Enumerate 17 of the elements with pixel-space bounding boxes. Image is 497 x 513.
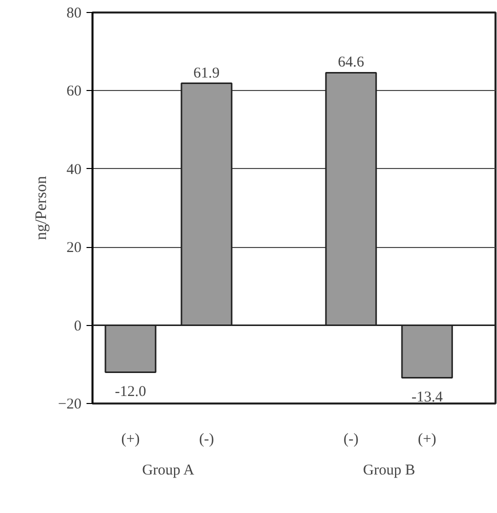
y-tick-label: 80 xyxy=(66,6,82,22)
y-tick-label: −20 xyxy=(58,396,82,412)
data-label: 64.6 xyxy=(338,54,365,71)
data-label: -12.0 xyxy=(114,384,146,400)
y-tick-label: 60 xyxy=(66,84,82,100)
y-tick-label: 20 xyxy=(66,240,82,256)
data-label: 61.9 xyxy=(193,65,220,82)
text: Group A xyxy=(142,462,194,478)
y-axis-title: ng/Person xyxy=(33,176,50,240)
text: Group B xyxy=(363,462,416,478)
data-label: -13.4 xyxy=(411,390,444,406)
x-tick-label: (-) xyxy=(199,432,214,448)
x-tick-label: (-) xyxy=(344,432,359,448)
y-tick-label: 0 xyxy=(74,318,82,334)
y-tick-label: 40 xyxy=(66,162,82,178)
x-tick-label: (+) xyxy=(418,432,436,448)
x-tick-label: (+) xyxy=(121,432,140,448)
